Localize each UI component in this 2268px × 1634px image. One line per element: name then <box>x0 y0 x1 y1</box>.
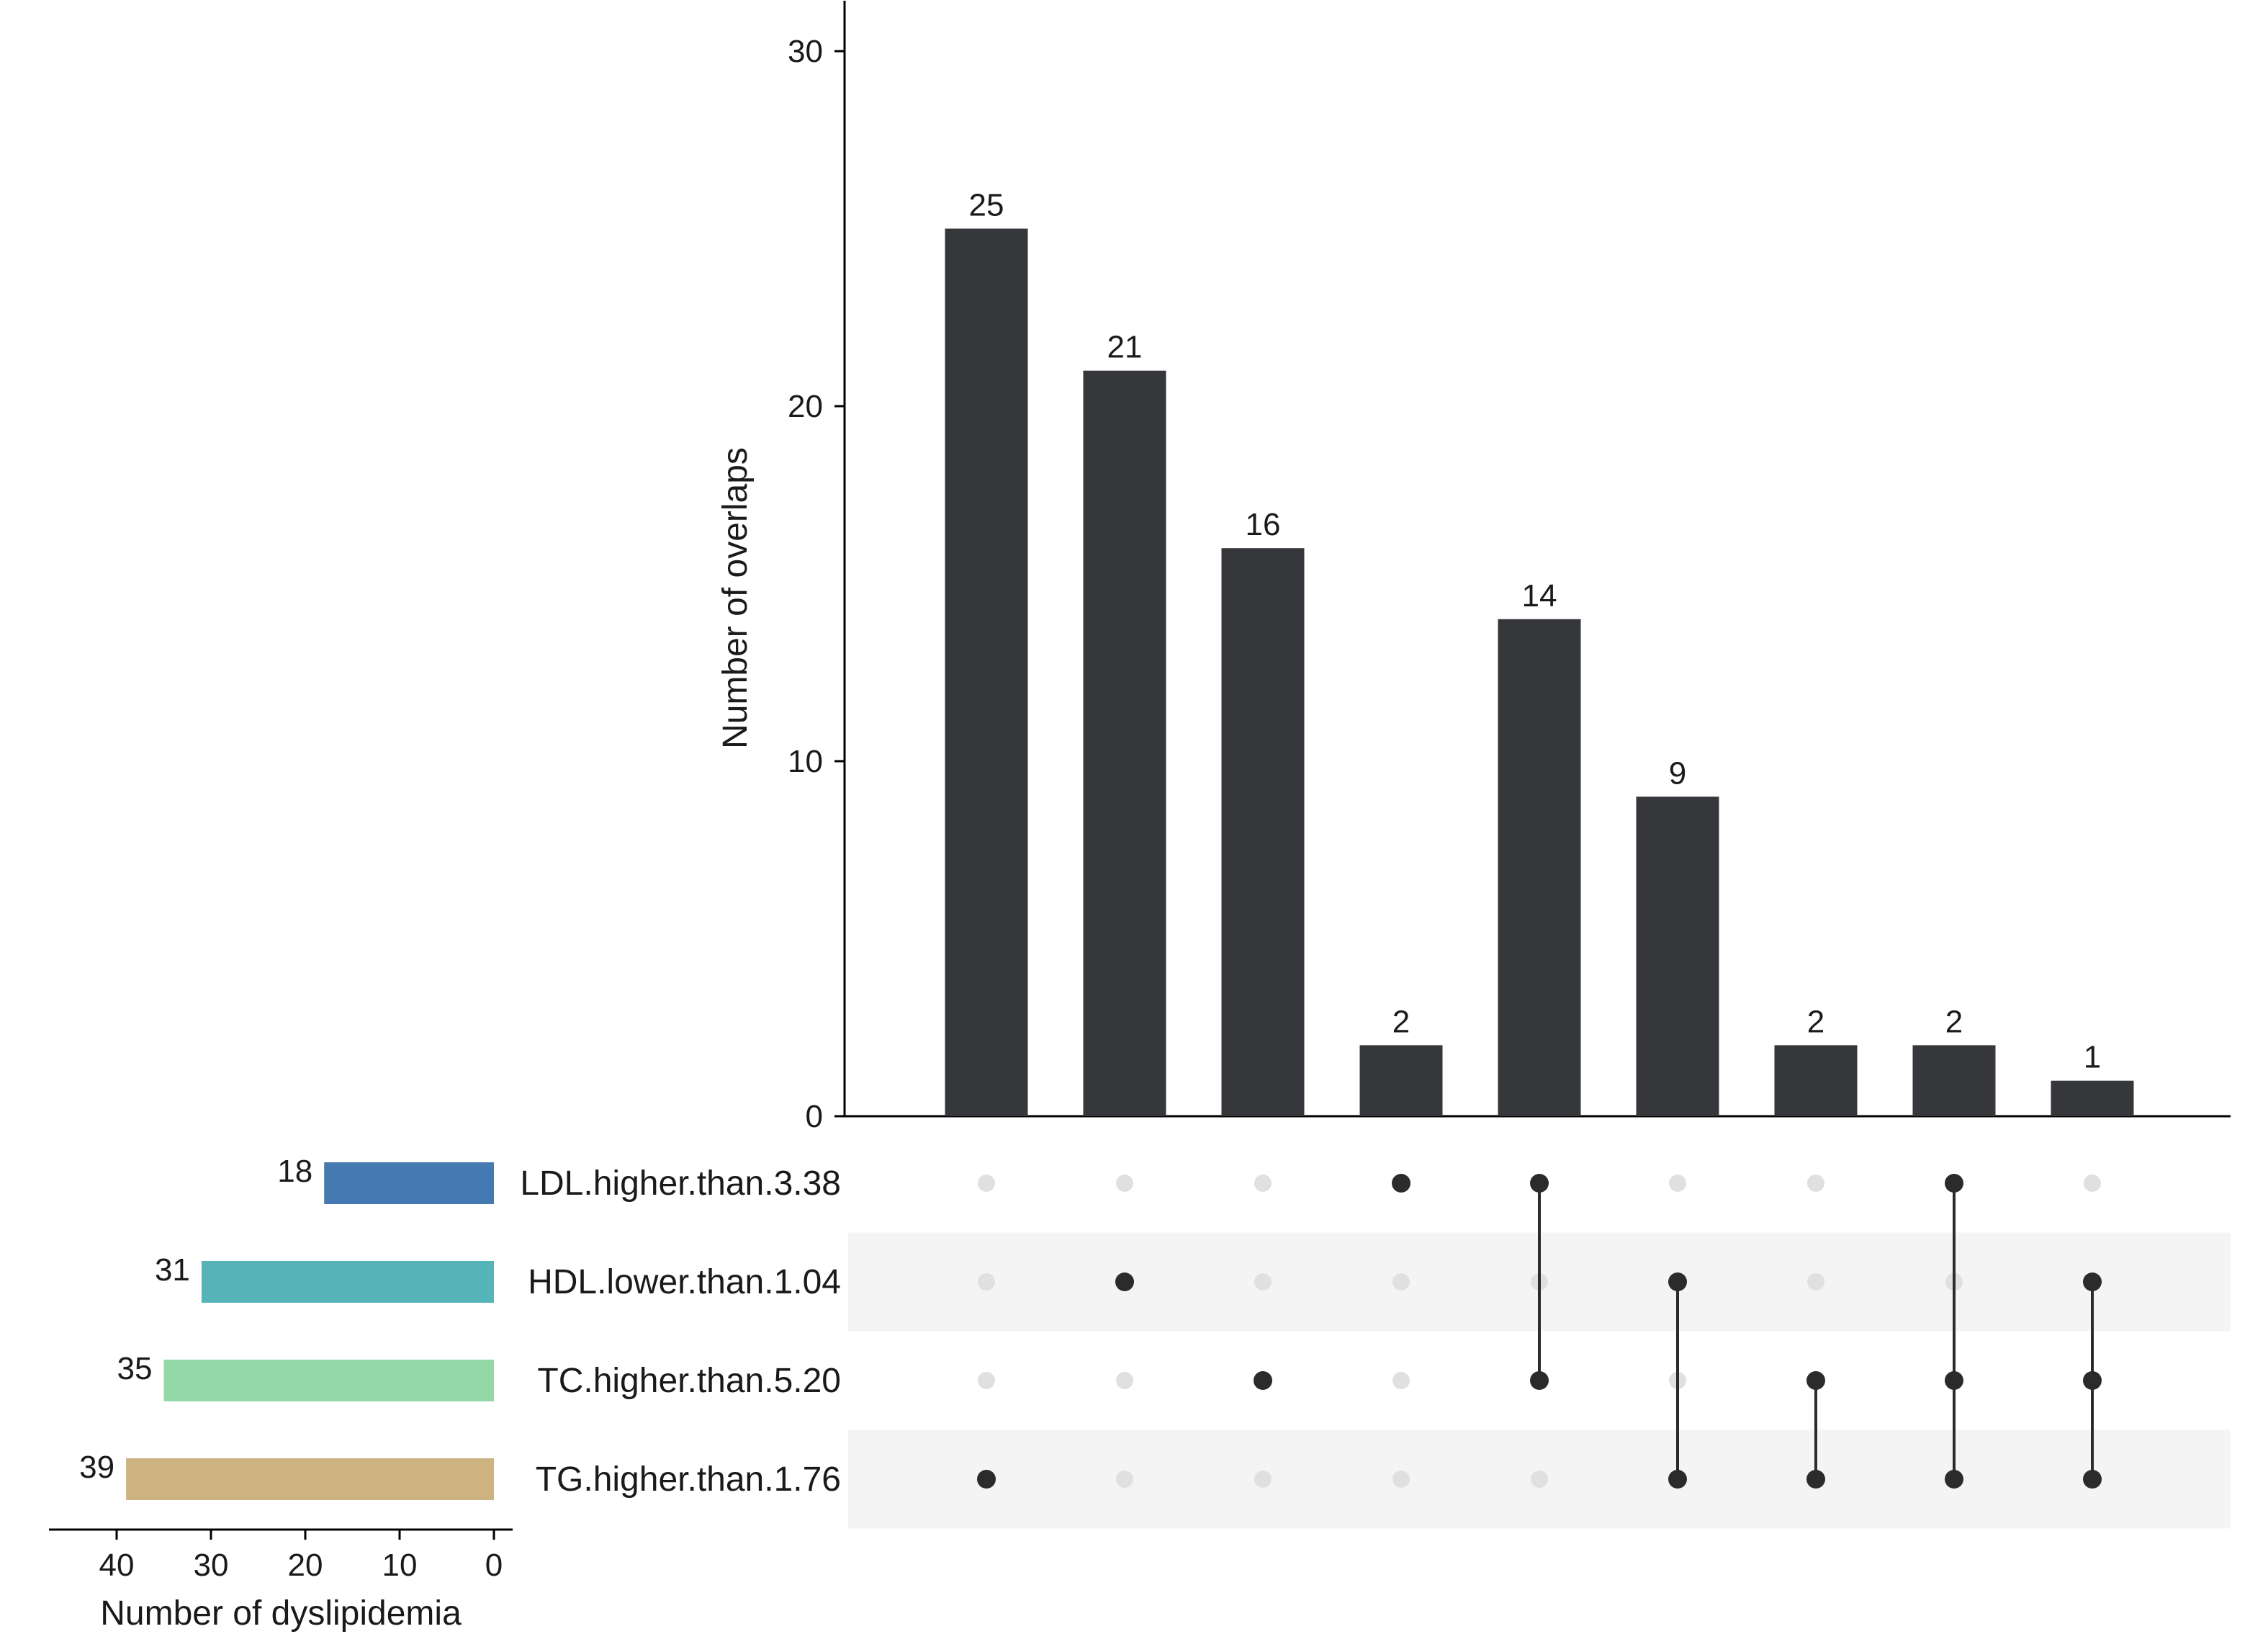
set-size-axis: 40 30 20 10 0 Number of dyslipidemia <box>49 1528 513 1633</box>
set-axis-label: Number of dyslipidemia <box>100 1594 462 1633</box>
intersection-bar <box>1774 1045 1858 1116</box>
matrix-dot-inactive <box>1116 1175 1133 1192</box>
matrix-dot-active <box>1945 1371 1963 1390</box>
bar-value-label: 16 <box>1246 507 1281 542</box>
y-tick-label: 30 <box>788 34 823 69</box>
bar-value-label: 14 <box>1522 578 1557 614</box>
matrix-dot-active <box>1392 1174 1410 1193</box>
set-size-label: 35 <box>117 1351 153 1386</box>
intersection-bar <box>1498 619 1581 1116</box>
set-name-label: TC.higher.than.5.20 <box>537 1362 841 1400</box>
matrix-dot-active <box>1668 1272 1687 1291</box>
intersection-bar <box>945 228 1028 1116</box>
matrix-dot-active <box>1530 1174 1549 1193</box>
set-tick-label: 10 <box>382 1548 418 1583</box>
matrix-dot-inactive <box>2084 1175 2101 1192</box>
intersection-bar <box>1221 548 1305 1116</box>
bar-value-label: 21 <box>1107 330 1143 365</box>
set-size-bar <box>126 1458 494 1500</box>
matrix-dot-inactive <box>1392 1273 1410 1290</box>
y-tick-label: 20 <box>788 389 823 424</box>
matrix-dot-active <box>1530 1371 1549 1390</box>
matrix-dot-inactive <box>1392 1372 1410 1389</box>
matrix-dot-inactive <box>1254 1175 1272 1192</box>
overlaps-axis: 0 10 20 30 Number of overlaps <box>716 1 2231 1134</box>
set-name-label: HDL.lower.than.1.04 <box>528 1263 841 1301</box>
bar-value-label: 25 <box>969 188 1004 223</box>
matrix-dot-active <box>2083 1470 2102 1489</box>
set-size-bar <box>324 1162 494 1204</box>
bar-value-label: 2 <box>1945 1004 1963 1039</box>
matrix-dot-inactive <box>978 1372 995 1389</box>
matrix-dot-inactive <box>1807 1273 1824 1290</box>
matrix-dot-active <box>977 1470 996 1489</box>
matrix-dot-active <box>1254 1371 1272 1390</box>
y-tick-label: 10 <box>788 744 823 779</box>
set-tick-label: 30 <box>194 1548 229 1583</box>
set-name-label: LDL.higher.than.3.38 <box>520 1164 841 1203</box>
y-axis-label: Number of overlaps <box>716 447 755 749</box>
matrix-dot-active <box>2083 1272 2102 1291</box>
matrix-dot-active <box>1945 1174 1963 1193</box>
intersection-bar <box>1636 796 1719 1116</box>
set-size-label: 39 <box>79 1450 114 1485</box>
matrix-dot-active <box>1668 1470 1687 1489</box>
matrix-dot-inactive <box>978 1175 995 1192</box>
intersection-bar <box>2051 1080 2134 1116</box>
set-tick-label: 40 <box>99 1548 135 1583</box>
matrix-dot-inactive <box>1807 1175 1824 1192</box>
matrix-dot-inactive <box>978 1273 995 1290</box>
set-size-bar <box>163 1360 494 1401</box>
matrix-dot-active <box>2083 1371 2102 1390</box>
set-name-label: TG.higher.than.1.76 <box>536 1460 841 1499</box>
bar-value-label: 1 <box>2084 1040 2101 1075</box>
set-tick-label: 20 <box>288 1548 323 1583</box>
matrix-dot-inactive <box>1531 1471 1548 1488</box>
matrix-dot-active <box>1945 1470 1963 1489</box>
matrix-dot-inactive <box>1669 1175 1686 1192</box>
set-size-bars: 18 LDL.higher.than.3.38 31 HDL.lower.than.1… <box>79 1154 841 1500</box>
intersection-matrix <box>977 1174 2102 1489</box>
intersection-bar <box>1359 1045 1443 1116</box>
matrix-dot-active <box>1115 1272 1134 1291</box>
matrix-dot-inactive <box>1392 1471 1410 1488</box>
set-size-label: 31 <box>155 1252 190 1288</box>
matrix-dot-active <box>1806 1470 1825 1489</box>
bar-value-label: 2 <box>1807 1004 1824 1039</box>
matrix-dot-inactive <box>1254 1471 1272 1488</box>
intersection-bar <box>1083 370 1166 1117</box>
set-size-bar <box>201 1261 494 1303</box>
matrix-dot-inactive <box>1116 1471 1133 1488</box>
bar-value-label: 9 <box>1669 755 1686 791</box>
bar-value-label: 2 <box>1392 1004 1410 1039</box>
intersection-bar <box>1912 1045 1996 1116</box>
matrix-dot-inactive <box>1254 1273 1272 1290</box>
y-tick-label: 0 <box>806 1099 823 1134</box>
set-tick-label: 0 <box>485 1548 503 1583</box>
matrix-dot-inactive <box>1116 1372 1133 1389</box>
set-size-label: 18 <box>277 1154 312 1189</box>
matrix-dot-active <box>1806 1371 1825 1390</box>
